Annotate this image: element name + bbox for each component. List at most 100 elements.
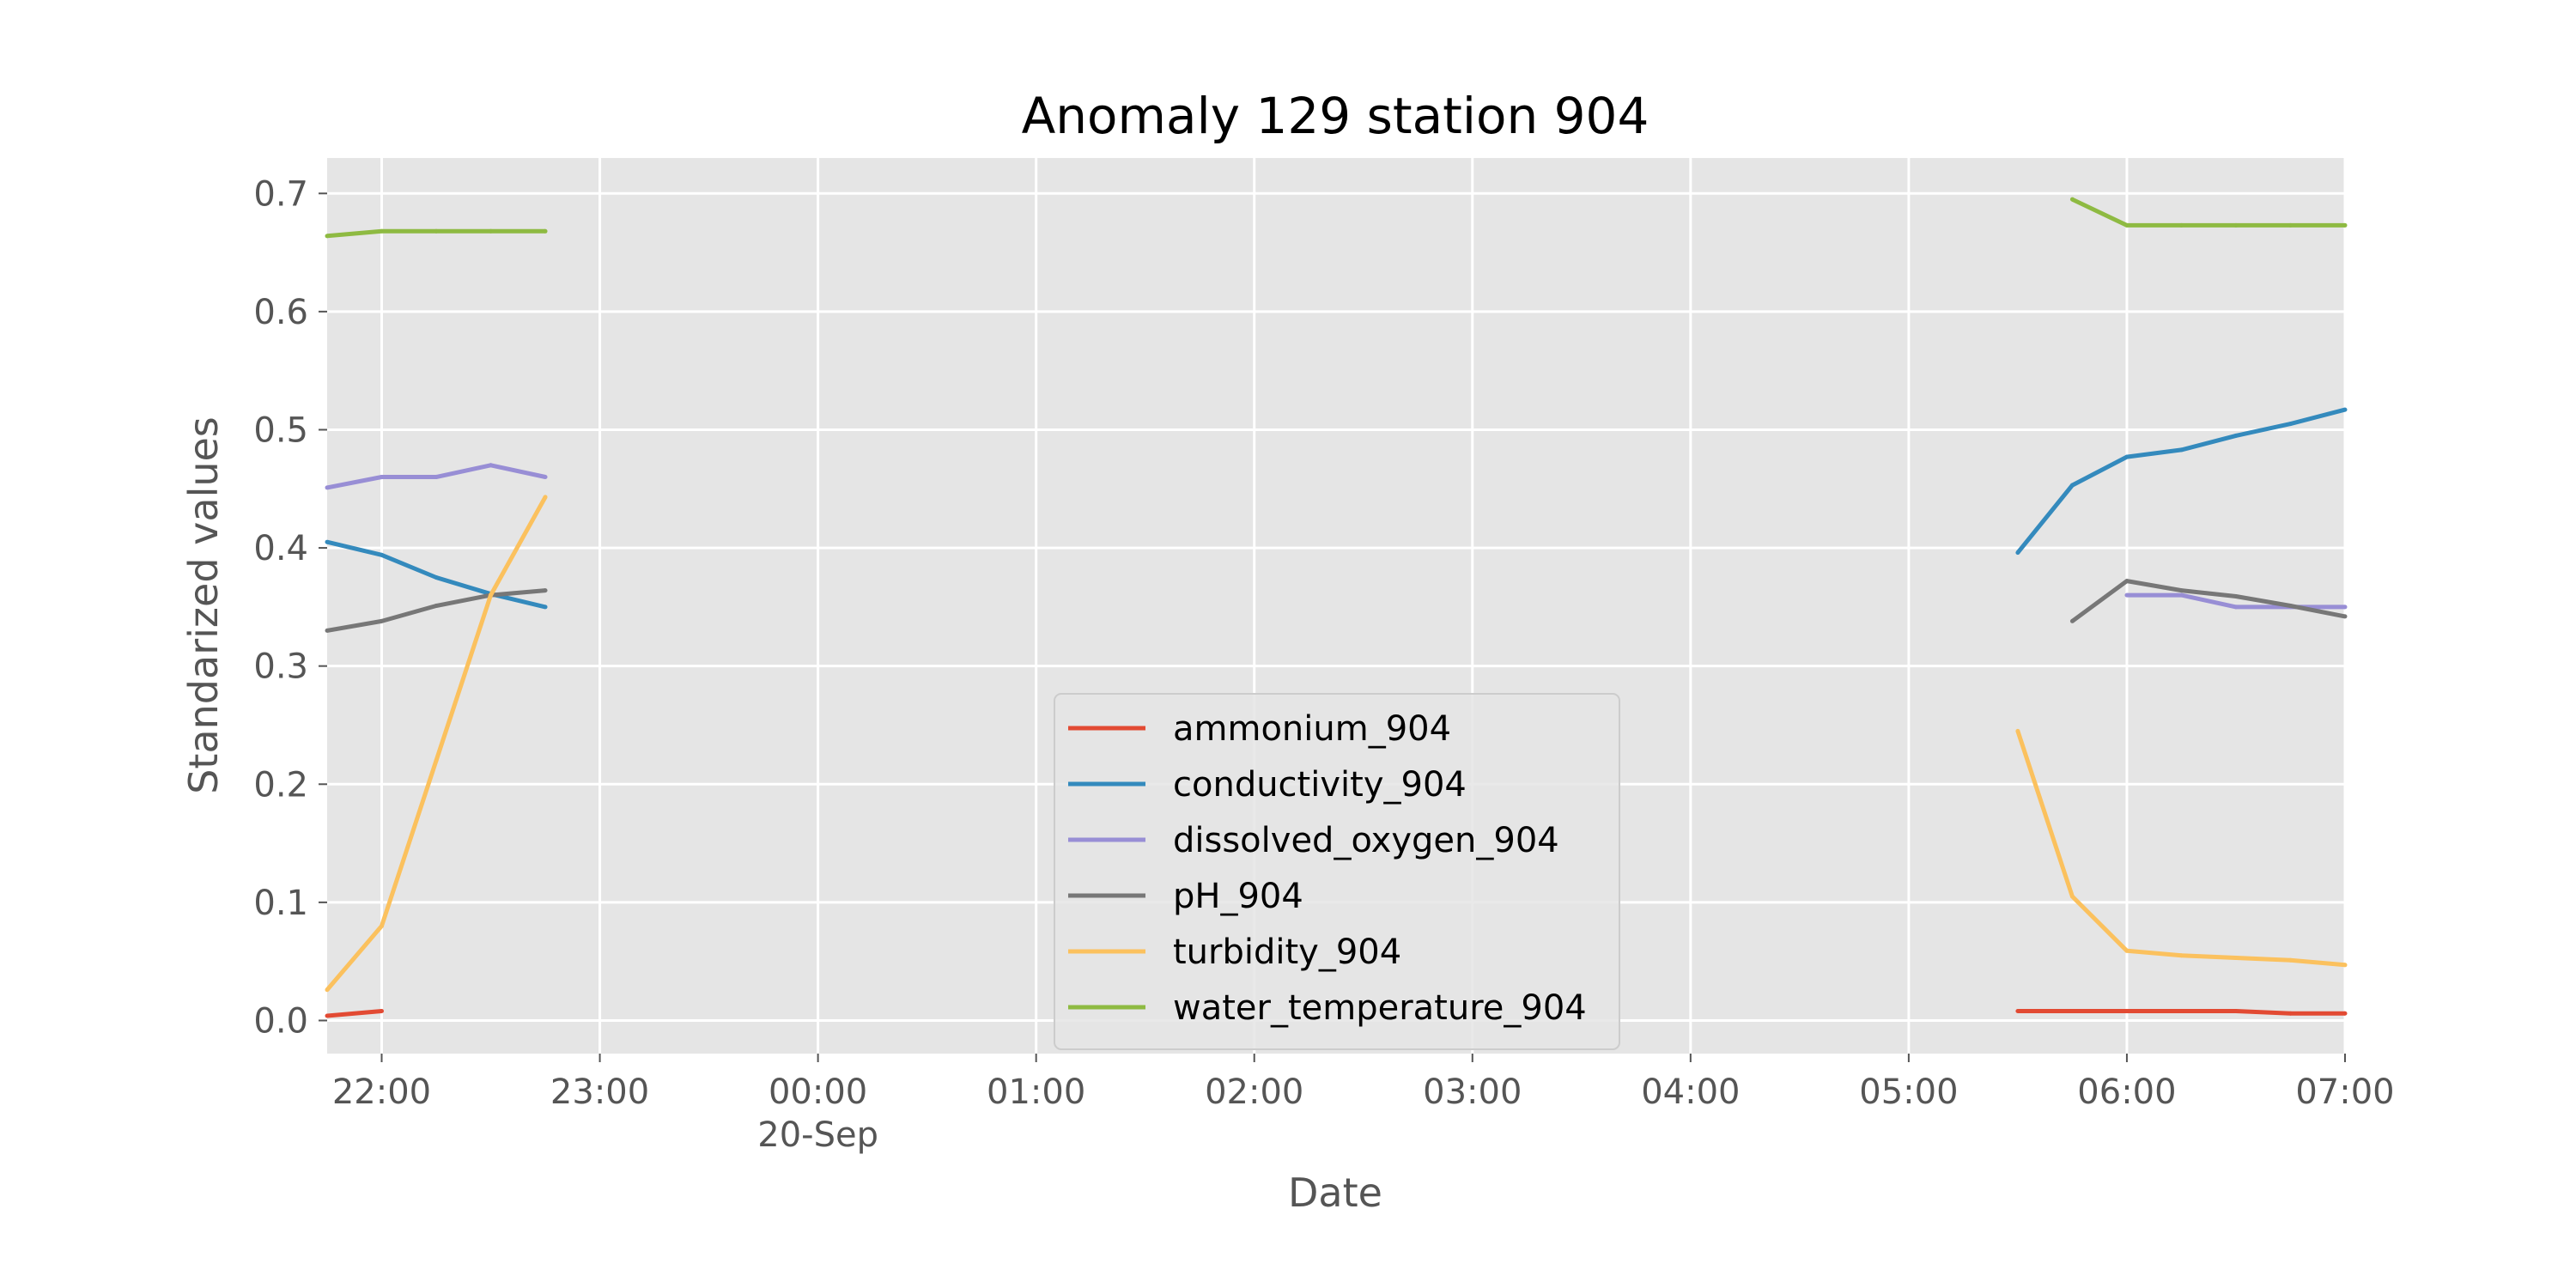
data-point <box>2233 593 2239 598</box>
data-point <box>2178 588 2184 593</box>
data-point <box>2342 963 2348 968</box>
legend-item: dissolved_oxygen_904 <box>1068 821 1559 860</box>
data-point <box>2342 407 2348 412</box>
data-point <box>434 604 439 608</box>
data-point <box>2124 454 2129 459</box>
y-tick-label: 0.5 <box>253 410 308 450</box>
x-tick-label: 04:00 <box>1641 1072 1740 1112</box>
series-water-temperature-904 <box>325 197 2348 239</box>
data-point <box>325 1013 330 1018</box>
data-point <box>2124 948 2129 953</box>
data-point <box>489 228 494 234</box>
data-point <box>543 475 548 480</box>
data-point <box>543 228 548 234</box>
data-point <box>2178 953 2184 958</box>
legend: ammonium_904 conductivity_904 dissolved_ox… <box>1054 693 1620 1050</box>
axis-ticks: 0.0 0.1 0.2 0.3 0.4 0.5 0.6 0.7 22:00 23:00 00:002… <box>253 174 2394 1155</box>
x-tick-label: 22:00 <box>332 1072 431 1112</box>
y-tick-label: 0.0 <box>253 1001 308 1041</box>
data-point <box>380 923 385 928</box>
y-tick-label: 0.3 <box>253 647 308 687</box>
data-point <box>2069 894 2075 899</box>
data-point <box>2287 422 2293 427</box>
data-point <box>325 628 330 633</box>
data-point <box>2124 222 2129 228</box>
x-tick-label: 00:00 <box>769 1072 867 1112</box>
data-point <box>2124 1008 2129 1013</box>
data-point <box>2124 579 2129 584</box>
data-point <box>489 592 494 598</box>
chart-title: Anomaly 129 station 904 <box>1022 87 1649 145</box>
series-turbidity-904 <box>325 495 2348 993</box>
y-tick-label: 0.7 <box>253 174 308 214</box>
legend-box <box>1054 693 1620 1050</box>
data-point <box>380 228 385 234</box>
data-point <box>2015 1008 2020 1013</box>
y-tick-label: 0.2 <box>253 765 308 805</box>
data-point <box>2342 222 2348 228</box>
data-point <box>2342 614 2348 619</box>
y-tick-label: 0.6 <box>253 293 308 332</box>
y-tick-label: 0.1 <box>253 884 308 923</box>
data-point <box>2015 728 2020 733</box>
x-tick-label: 06:00 <box>2077 1072 2176 1112</box>
data-point <box>2233 1008 2239 1013</box>
data-point <box>2178 222 2184 228</box>
legend-item: turbidity_904 <box>1068 933 1401 972</box>
data-point <box>2124 592 2129 598</box>
data-point <box>380 618 385 623</box>
legend-label: ammonium_904 <box>1173 709 1451 749</box>
data-point <box>543 588 548 593</box>
x-tick-label: 02:00 <box>1205 1072 1303 1112</box>
series-conductivity-904 <box>325 407 2348 610</box>
data-point <box>2287 604 2293 608</box>
data-point <box>543 495 548 500</box>
data-point <box>434 574 439 580</box>
x-tick-sublabel: 20-Sep <box>757 1115 878 1155</box>
data-point <box>2069 483 2075 488</box>
series-lines <box>325 197 2348 1018</box>
data-point <box>2178 592 2184 598</box>
data-point <box>2287 1011 2293 1016</box>
data-point <box>2342 1011 2348 1016</box>
legend-label: pH_904 <box>1173 877 1303 916</box>
data-point <box>2233 956 2239 961</box>
data-point <box>380 552 385 557</box>
x-tick-label: 03:00 <box>1423 1072 1522 1112</box>
data-point <box>2015 550 2020 556</box>
data-point <box>325 539 330 544</box>
data-point <box>325 485 330 490</box>
data-point <box>489 463 494 468</box>
x-tick-label: 05:00 <box>1859 1072 1958 1112</box>
data-point <box>2069 618 2075 623</box>
legend-label: turbidity_904 <box>1173 933 1401 972</box>
data-point <box>380 475 385 480</box>
series-ammonium-904 <box>325 1008 2348 1018</box>
data-point <box>434 228 439 234</box>
legend-item: water_temperature_904 <box>1068 988 1587 1028</box>
x-tick-label: 01:00 <box>987 1072 1085 1112</box>
x-tick-label: 07:00 <box>2295 1072 2394 1112</box>
data-point <box>2233 433 2239 438</box>
legend-item: ammonium_904 <box>1068 709 1451 749</box>
data-point <box>325 234 330 239</box>
data-point <box>2287 957 2293 963</box>
legend-label: conductivity_904 <box>1173 765 1467 805</box>
data-point <box>380 1008 385 1013</box>
y-axis-label: Standarized values <box>180 416 227 794</box>
data-point <box>434 475 439 480</box>
data-point <box>2178 447 2184 453</box>
series-pH-904 <box>325 579 2348 633</box>
x-tick-label: 23:00 <box>550 1072 649 1112</box>
legend-label: water_temperature_904 <box>1173 988 1587 1028</box>
y-tick-label: 0.4 <box>253 529 308 568</box>
x-axis-label: Date <box>1288 1170 1382 1216</box>
data-point <box>434 758 439 763</box>
legend-label: dissolved_oxygen_904 <box>1173 821 1559 860</box>
data-point <box>325 987 330 993</box>
data-point <box>2178 1008 2184 1013</box>
data-point <box>2342 605 2348 610</box>
data-point <box>2069 1008 2075 1013</box>
